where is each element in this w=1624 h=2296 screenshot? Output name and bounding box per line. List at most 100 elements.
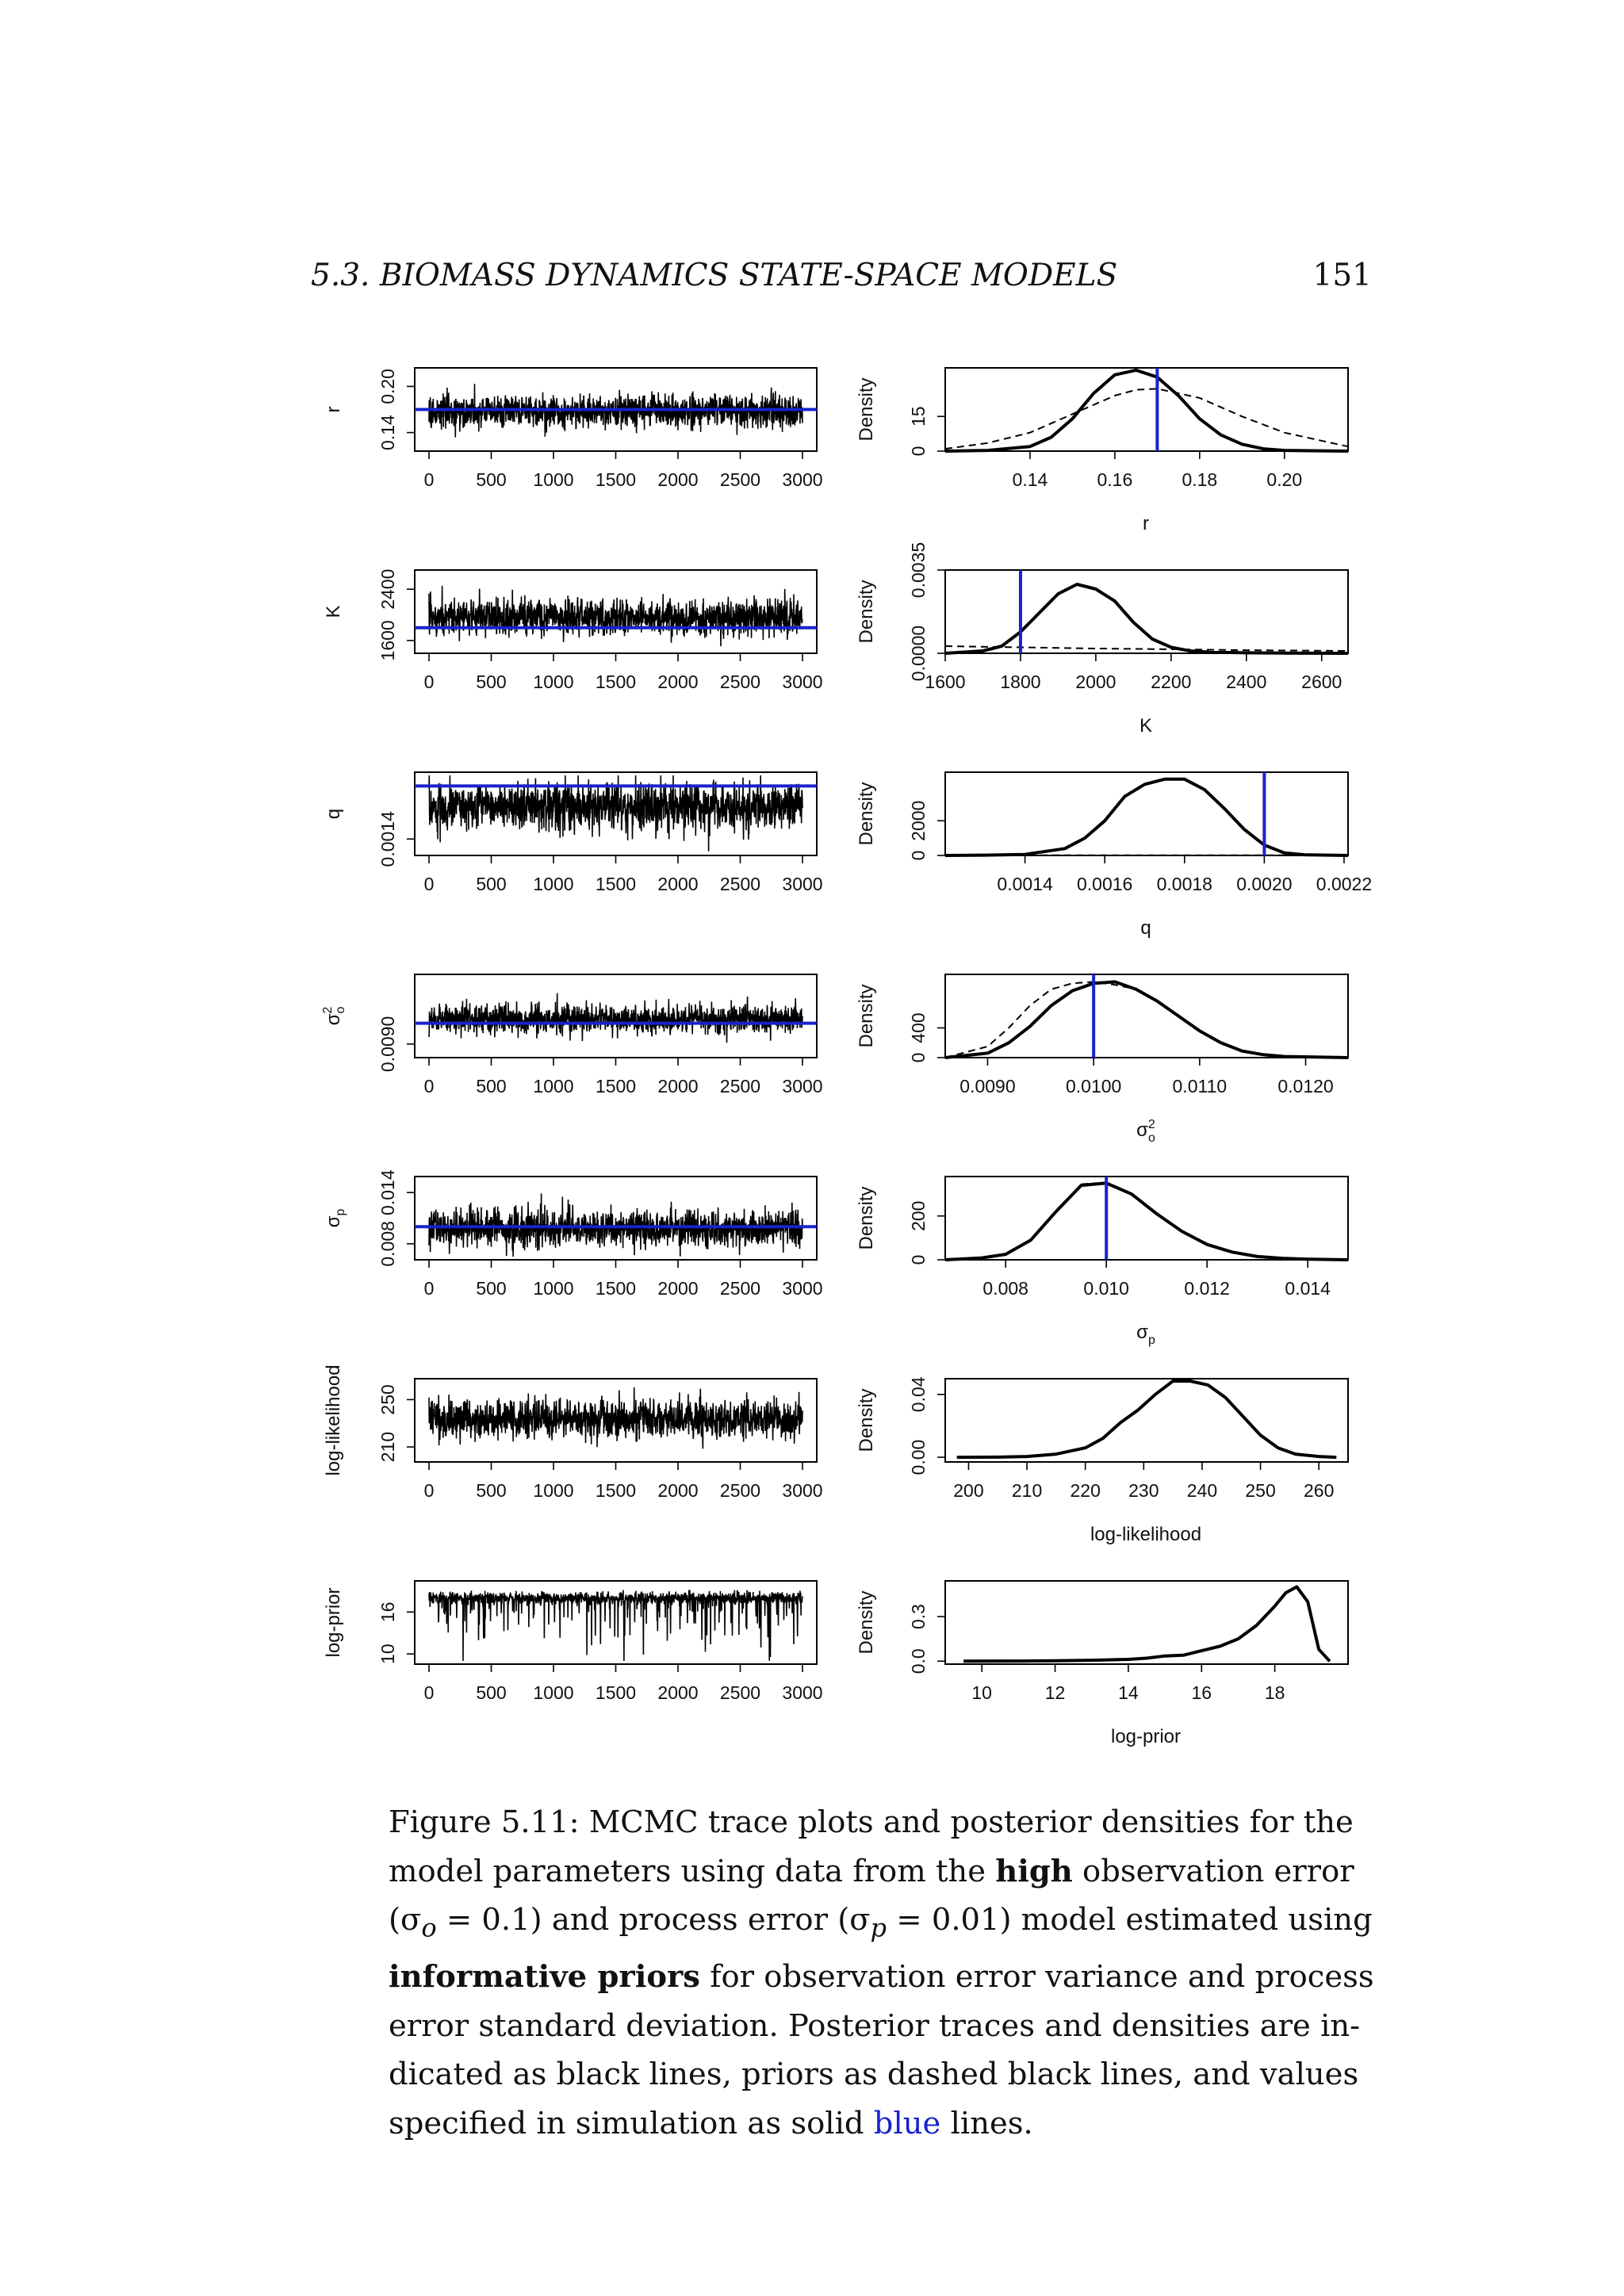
y-tick-label: 0.0000 [908,626,929,681]
x-tick-label: 0 [424,672,435,692]
caption-line-7: specified in simulation as solid blue li… [389,2099,1293,2149]
y-tick-label: 10 [377,1644,398,1664]
posterior-density-line [944,980,1349,1059]
x-tick-label: 500 [476,1278,506,1299]
y-tick-label: 2000 [908,801,929,841]
caption-line-3: (σo = 0.1) and process error (σp = 0.01)… [389,1896,1373,1953]
posterior-density-line [944,1181,1349,1261]
x-tick-label: 230 [1128,1480,1159,1501]
x-tick-label: 1000 [533,672,573,692]
x-tick-label: 0 [424,1480,435,1501]
y-tick-label: 0.0014 [377,811,398,867]
caption-blue-word: blue [873,2105,941,2141]
x-tick-label: 16 [1191,1682,1212,1703]
posterior-density-line [956,1380,1337,1460]
section-title: 5.3. BIOMASS DYNAMICS STATE-SPACE MODELS [311,258,1118,293]
x-tick-label: 10 [971,1682,992,1703]
x-tick-label: 3000 [782,672,822,692]
posterior-density-line [944,777,1349,857]
x-tick-label: 0.0100 [1066,1076,1121,1096]
x-tick-label: 2000 [657,469,698,490]
x-tick-label: 3000 [782,1076,822,1096]
y-tick-label: 1600 [377,620,398,660]
y-tick-label: 0.0090 [377,1016,398,1072]
x-tick-label: 2000 [657,1480,698,1501]
caption-text: error standard deviation. Posterior trac… [389,2007,1361,2044]
page-number: 151 [1312,258,1372,293]
x-axis-label: log-prior [1111,1726,1181,1747]
x-tick-label: 0 [424,469,435,490]
x-axis-label: K [1139,715,1152,737]
y-tick-label: 0 [908,851,929,861]
caption-emphasis: high [995,1853,1073,1889]
x-tick-label: 0 [424,1278,435,1299]
x-tick-label: 0 [424,1076,435,1096]
density-frame [944,367,1349,452]
x-tick-label: 0.008 [982,1278,1028,1299]
x-axis-label: log-likelihood [1090,1524,1201,1545]
y-tick-label: 16 [377,1601,398,1622]
x-tick-label: 3000 [782,1682,822,1703]
x-tick-label: 0.0020 [1236,874,1292,894]
x-tick-label: 220 [1071,1480,1101,1501]
y-axis-label: Density [856,984,877,1047]
x-tick-label: 0.0120 [1277,1076,1333,1096]
trace-frame [414,1580,818,1665]
x-tick-label: 2500 [720,1278,760,1299]
x-tick-label: 0.0090 [959,1076,1015,1096]
x-tick-label: 1000 [533,1480,573,1501]
y-axis-label: σp [323,1209,347,1228]
x-tick-label: 1500 [596,672,636,692]
x-tick-label: 1500 [596,1278,636,1299]
x-tick-label: 2500 [720,1682,760,1703]
running-head: 5.3. BIOMASS DYNAMICS STATE-SPACE MODELS… [311,258,1372,305]
caption-line-2: model parameters using data from the hig… [389,1847,1354,1896]
y-tick-label: 400 [908,1012,929,1043]
x-tick-label: 0.18 [1182,469,1217,490]
y-axis-label: Density [856,1388,877,1452]
x-tick-label: 2500 [720,1076,760,1096]
caption-text: for observation error variance and proce… [699,1959,1374,1996]
y-axis-label-superscript: 2 [321,1007,335,1014]
trace-line [428,1193,803,1257]
x-tick-label: 3000 [782,874,822,894]
y-axis-label-subscript: o [334,1007,347,1014]
x-tick-label: 500 [476,672,506,692]
posterior-density-line [944,583,1349,655]
y-axis-label: q [323,809,344,819]
y-axis-label: Density [856,1186,877,1249]
x-tick-label: 3000 [782,469,822,490]
y-tick-label: 200 [908,1201,929,1231]
caption-text: specified in simulation as solid [389,2105,874,2141]
y-tick-label: 0 [908,446,929,457]
caption-text: = 0.01) model estimated using [887,1902,1373,1938]
x-tick-label: 1500 [596,1682,636,1703]
caption-text: model parameters using data from the [389,1853,996,1889]
y-tick-label: 0.0035 [908,542,929,598]
caption-text: dicated as black lines, priors as dashed… [389,2057,1359,2093]
x-tick-label: 1000 [533,874,573,894]
figure-caption: Figure 5.11: MCMC trace plots and poster… [389,1798,1374,2149]
x-tick-label: 14 [1118,1682,1139,1703]
x-tick-label: 0.0110 [1173,1076,1228,1096]
x-tick-label: 2200 [1151,672,1191,692]
x-tick-label: 2000 [657,672,698,692]
caption-subscript: o [421,1912,437,1943]
caption-text: Figure 5.11: MCMC trace plots and poster… [389,1804,1354,1840]
y-tick-label: 0.04 [908,1376,929,1412]
x-tick-label: 1600 [925,672,965,692]
x-tick-label: 2000 [1075,672,1116,692]
x-tick-label: 1500 [596,469,636,490]
trace-line [428,1590,803,1662]
x-tick-label: 1000 [533,1682,573,1703]
x-tick-label: 500 [476,1076,506,1096]
x-tick-label: 0.16 [1097,469,1133,490]
x-tick-label: 0.0014 [997,874,1053,894]
x-tick-label: 2500 [720,1480,760,1501]
x-tick-label: 1500 [596,1076,636,1096]
x-tick-label: 1500 [596,874,636,894]
caption-text: (σ [389,1902,422,1938]
trace-line [428,384,803,438]
